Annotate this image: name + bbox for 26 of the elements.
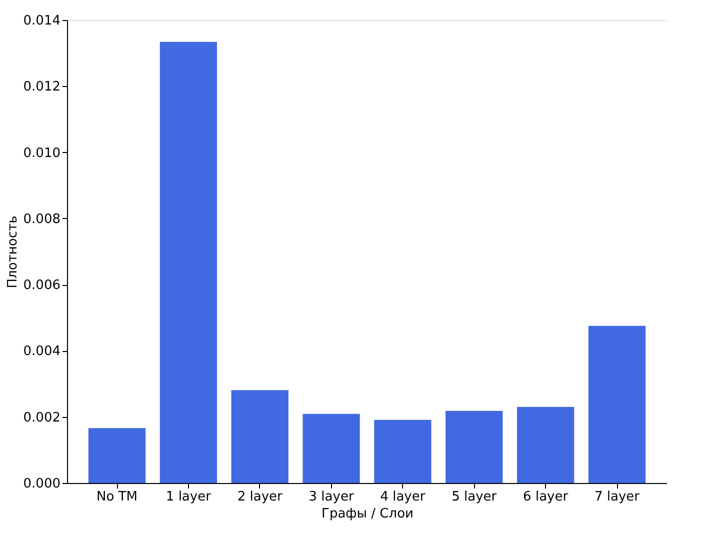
y-tick-label: 0.002: [23, 410, 60, 426]
bar: [302, 414, 360, 483]
x-tick-label: 7 layer: [594, 490, 640, 504]
x-axis-title: Графы / Слои: [322, 506, 414, 522]
x-tick-label: 2 layer: [237, 490, 284, 504]
y-tick-label: 0.010: [23, 146, 60, 161]
y-tick-label: 0.000: [23, 476, 60, 492]
x-tick-label: 5 layer: [452, 490, 498, 504]
bar: [588, 326, 646, 483]
y-tick-label: 0.008: [23, 212, 60, 227]
y-tick-label: 0.006: [23, 278, 60, 294]
bar: [88, 428, 146, 483]
x-tick-label: 3 layer: [308, 490, 354, 504]
y-tick-label: 0.014: [23, 14, 60, 28]
x-tick-label: 4 layer: [380, 490, 426, 504]
x-tick-label: 1 layer: [166, 490, 212, 504]
y-tick-label: 0.004: [23, 344, 60, 360]
x-tick-label: No TM: [96, 490, 138, 504]
bar: [160, 42, 217, 483]
y-axis-title: Плотность: [5, 216, 20, 288]
bar: [374, 420, 432, 483]
bar: [446, 410, 503, 483]
x-tick-label: 6 layer: [523, 490, 569, 504]
bar: [231, 390, 288, 483]
bar: [517, 406, 574, 483]
y-tick-label: 0.012: [23, 80, 60, 95]
